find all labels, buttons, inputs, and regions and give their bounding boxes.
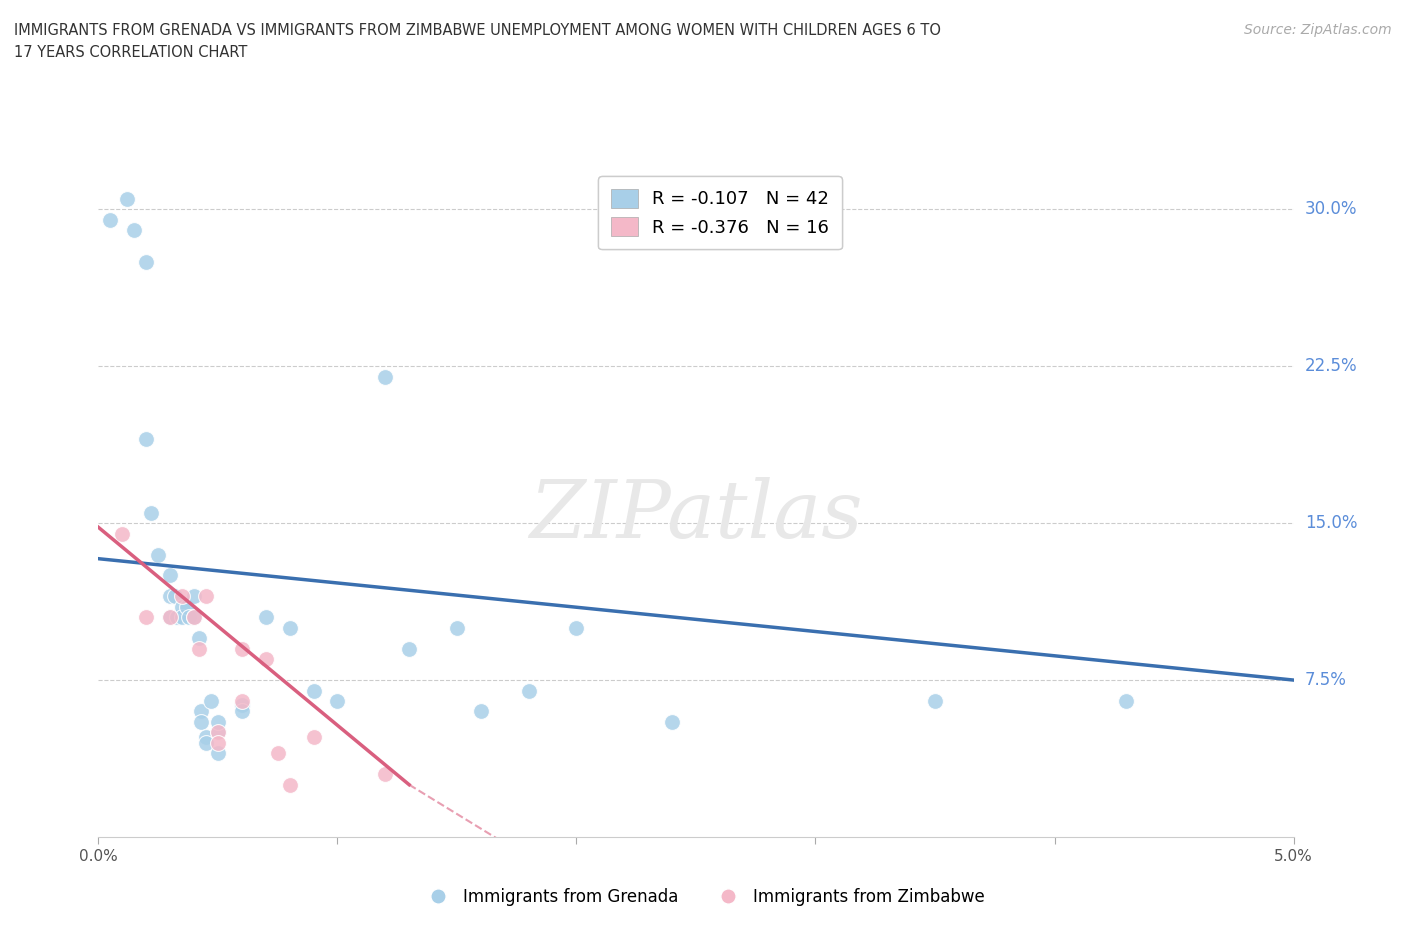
Point [302, 683, 325, 698]
Point [159, 589, 181, 604]
Point [517, 683, 540, 698]
Point [446, 620, 468, 635]
Point [231, 694, 253, 709]
Point [207, 725, 229, 740]
Point [163, 589, 186, 604]
Point [166, 610, 188, 625]
Point [254, 652, 277, 667]
Point [565, 620, 588, 635]
Point [207, 714, 229, 729]
Point [183, 589, 205, 604]
Point [924, 694, 946, 709]
Text: Source: ZipAtlas.com: Source: ZipAtlas.com [1244, 23, 1392, 37]
Point [374, 766, 396, 781]
Point [190, 714, 212, 729]
Point [159, 568, 181, 583]
Point [176, 600, 198, 615]
Point [194, 736, 218, 751]
Point [231, 642, 253, 657]
Point [183, 610, 205, 625]
Point [183, 610, 205, 625]
Point [1115, 694, 1137, 709]
Point [111, 526, 134, 541]
Point [200, 694, 222, 709]
Point [190, 704, 212, 719]
Point [267, 746, 290, 761]
Point [172, 610, 194, 625]
Point [207, 736, 229, 751]
Text: 22.5%: 22.5% [1305, 357, 1357, 375]
Point [179, 610, 201, 625]
Point [172, 600, 194, 615]
Point [187, 642, 209, 657]
Text: 15.0%: 15.0% [1305, 514, 1357, 532]
Point [207, 725, 229, 740]
Point [231, 698, 253, 712]
Point [135, 254, 157, 269]
Point [98, 212, 122, 227]
Text: ZIPatlas: ZIPatlas [529, 477, 863, 554]
Point [159, 610, 181, 625]
Text: IMMIGRANTS FROM GRENADA VS IMMIGRANTS FROM ZIMBABWE UNEMPLOYMENT AMONG WOMEN WIT: IMMIGRANTS FROM GRENADA VS IMMIGRANTS FR… [14, 23, 941, 38]
Point [148, 547, 170, 562]
Point [374, 369, 396, 384]
Point [124, 223, 146, 238]
Point [302, 729, 325, 744]
Text: 7.5%: 7.5% [1305, 671, 1347, 689]
Point [135, 610, 157, 625]
Point [194, 729, 218, 744]
Legend: R = -0.107   N = 42, R = -0.376   N = 16: R = -0.107 N = 42, R = -0.376 N = 16 [598, 177, 842, 249]
Point [278, 777, 301, 792]
Point [194, 589, 218, 604]
Point [398, 642, 420, 657]
Point [470, 704, 492, 719]
Point [187, 631, 209, 645]
Point [115, 192, 138, 206]
Point [172, 589, 194, 604]
Point [159, 610, 181, 625]
Point [139, 505, 162, 520]
Point [207, 746, 229, 761]
Legend: Immigrants from Grenada, Immigrants from Zimbabwe: Immigrants from Grenada, Immigrants from… [415, 881, 991, 912]
Point [326, 694, 349, 709]
Point [231, 704, 253, 719]
Text: 17 YEARS CORRELATION CHART: 17 YEARS CORRELATION CHART [14, 45, 247, 60]
Point [278, 620, 301, 635]
Point [135, 432, 157, 447]
Point [254, 610, 277, 625]
Text: 30.0%: 30.0% [1305, 200, 1357, 219]
Point [661, 714, 683, 729]
